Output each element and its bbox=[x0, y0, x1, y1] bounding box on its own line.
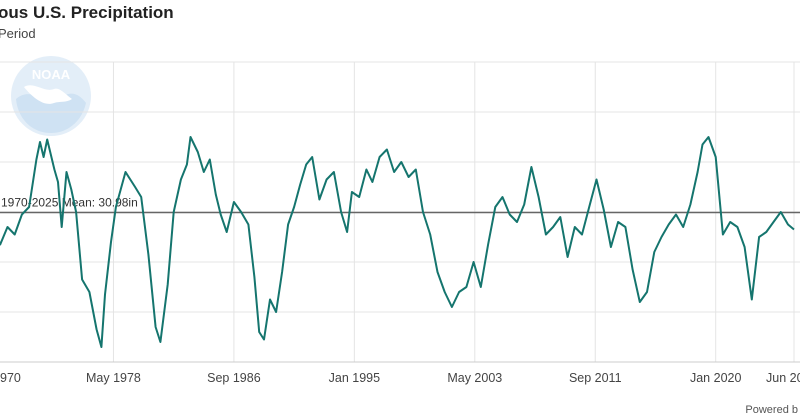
x-tick-layer: 970 May 1978 Sep 1986 Jan 1995 May 2003 Sep 2… bbox=[0, 371, 800, 385]
precipitation-series-line bbox=[0, 136, 795, 348]
noaa-logo: NOAA bbox=[11, 56, 91, 136]
series-layer bbox=[0, 136, 795, 348]
x-tick-label: Sep 2011 bbox=[569, 371, 622, 385]
x-tick-label: Sep 1986 bbox=[207, 371, 261, 385]
chart-title: ous U.S. Precipitation bbox=[0, 3, 174, 22]
mean-line-label: 1970-2025 Mean: 30.98in bbox=[1, 196, 138, 210]
powered-by-credit: Powered b bbox=[745, 404, 798, 416]
noaa-logo-text: NOAA bbox=[32, 67, 71, 82]
x-tick-label: Jan 1995 bbox=[329, 371, 380, 385]
mean-layer: 1970-2025 Mean: 30.98in bbox=[0, 196, 800, 214]
x-tick-label: May 2003 bbox=[447, 371, 502, 385]
x-tick-label: Jan 2020 bbox=[690, 371, 741, 385]
chart-subtitle: Period bbox=[0, 26, 36, 41]
x-tick-label: Jun 20 bbox=[766, 371, 800, 385]
x-tick-label: May 1978 bbox=[86, 371, 141, 385]
x-tick-label: 970 bbox=[0, 371, 21, 385]
